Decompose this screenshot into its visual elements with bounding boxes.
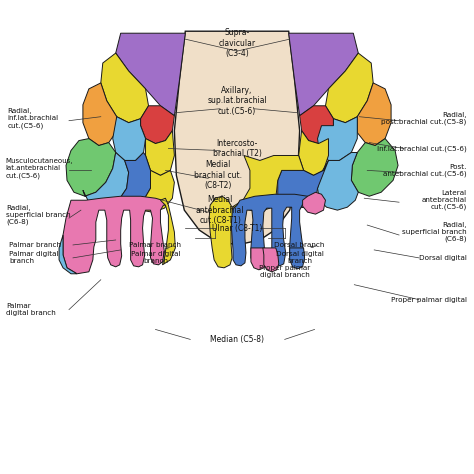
Text: Radial,
superficial branch
(C6-8): Radial, superficial branch (C6-8) bbox=[402, 222, 466, 242]
Polygon shape bbox=[351, 138, 398, 196]
Polygon shape bbox=[174, 31, 300, 245]
Polygon shape bbox=[318, 153, 358, 210]
Polygon shape bbox=[290, 248, 305, 269]
Text: Post.
antebrachial cut.(C5-6): Post. antebrachial cut.(C5-6) bbox=[383, 164, 466, 177]
Polygon shape bbox=[83, 153, 128, 208]
Polygon shape bbox=[302, 192, 326, 214]
Text: Palmar
digital branch: Palmar digital branch bbox=[6, 303, 56, 316]
Text: Medial
brachial cut.
(C8-T2): Medial brachial cut. (C8-T2) bbox=[194, 161, 242, 190]
Text: Ulnar (C8-T1): Ulnar (C8-T1) bbox=[212, 224, 262, 233]
Text: Radial,
post.brachial cut.(C5-8): Radial, post.brachial cut.(C5-8) bbox=[382, 112, 466, 126]
Polygon shape bbox=[251, 248, 266, 270]
Text: Dorsal digital: Dorsal digital bbox=[419, 255, 466, 261]
Text: Dorsal digital
branch: Dorsal digital branch bbox=[276, 251, 324, 264]
Text: Palmar branch: Palmar branch bbox=[129, 242, 182, 248]
Text: Proper palmar digital: Proper palmar digital bbox=[391, 297, 466, 302]
Text: Palmar digital
branch: Palmar digital branch bbox=[9, 251, 59, 264]
Polygon shape bbox=[357, 83, 391, 146]
Text: Inf.lat.brachial cut.(C5-6): Inf.lat.brachial cut.(C5-6) bbox=[377, 145, 466, 152]
Text: Median (C5-8): Median (C5-8) bbox=[210, 335, 264, 344]
Polygon shape bbox=[300, 106, 333, 144]
Polygon shape bbox=[318, 117, 357, 161]
Text: Supra-
clavicular
(C3-4): Supra- clavicular (C3-4) bbox=[219, 28, 255, 58]
Text: Axillary,
sup.lat.brachial
cut.(C5-6): Axillary, sup.lat.brachial cut.(C5-6) bbox=[207, 86, 267, 116]
Text: Palmar branch: Palmar branch bbox=[9, 242, 61, 248]
Polygon shape bbox=[231, 194, 310, 266]
Text: Intercosto-
brachial (T2): Intercosto- brachial (T2) bbox=[212, 139, 262, 158]
Polygon shape bbox=[133, 170, 174, 212]
Text: Dorsal branch: Dorsal branch bbox=[274, 242, 325, 248]
Polygon shape bbox=[109, 153, 151, 207]
Text: Musculocutaneous,
lat.antebrachial
cut.(C5-6): Musculocutaneous, lat.antebrachial cut.(… bbox=[5, 158, 73, 179]
Text: Radial,
superficial branch
(C6-8): Radial, superficial branch (C6-8) bbox=[6, 205, 71, 225]
Text: Lateral
antebrachial
cut.(C5-6): Lateral antebrachial cut.(C5-6) bbox=[421, 190, 466, 210]
Polygon shape bbox=[232, 155, 304, 212]
Polygon shape bbox=[141, 106, 174, 144]
Polygon shape bbox=[116, 33, 185, 116]
Polygon shape bbox=[66, 138, 116, 196]
Polygon shape bbox=[299, 131, 328, 175]
Polygon shape bbox=[146, 131, 174, 175]
Polygon shape bbox=[161, 198, 175, 265]
Polygon shape bbox=[326, 53, 373, 123]
Polygon shape bbox=[63, 196, 165, 274]
Text: Proper palmar
digital branch: Proper palmar digital branch bbox=[259, 265, 310, 278]
Text: Radial,
inf.lat.brachial
cut.(C5-6): Radial, inf.lat.brachial cut.(C5-6) bbox=[8, 109, 58, 129]
Polygon shape bbox=[278, 161, 328, 208]
Text: Medial
antebrachial
cut.(C8-T1): Medial antebrachial cut.(C8-T1) bbox=[196, 195, 245, 225]
Polygon shape bbox=[59, 235, 77, 274]
Polygon shape bbox=[83, 83, 117, 146]
Polygon shape bbox=[289, 33, 358, 116]
Polygon shape bbox=[113, 117, 146, 161]
Polygon shape bbox=[209, 196, 232, 268]
Polygon shape bbox=[263, 248, 279, 272]
Text: Palmar digital
branch: Palmar digital branch bbox=[131, 251, 180, 264]
Polygon shape bbox=[101, 53, 148, 123]
